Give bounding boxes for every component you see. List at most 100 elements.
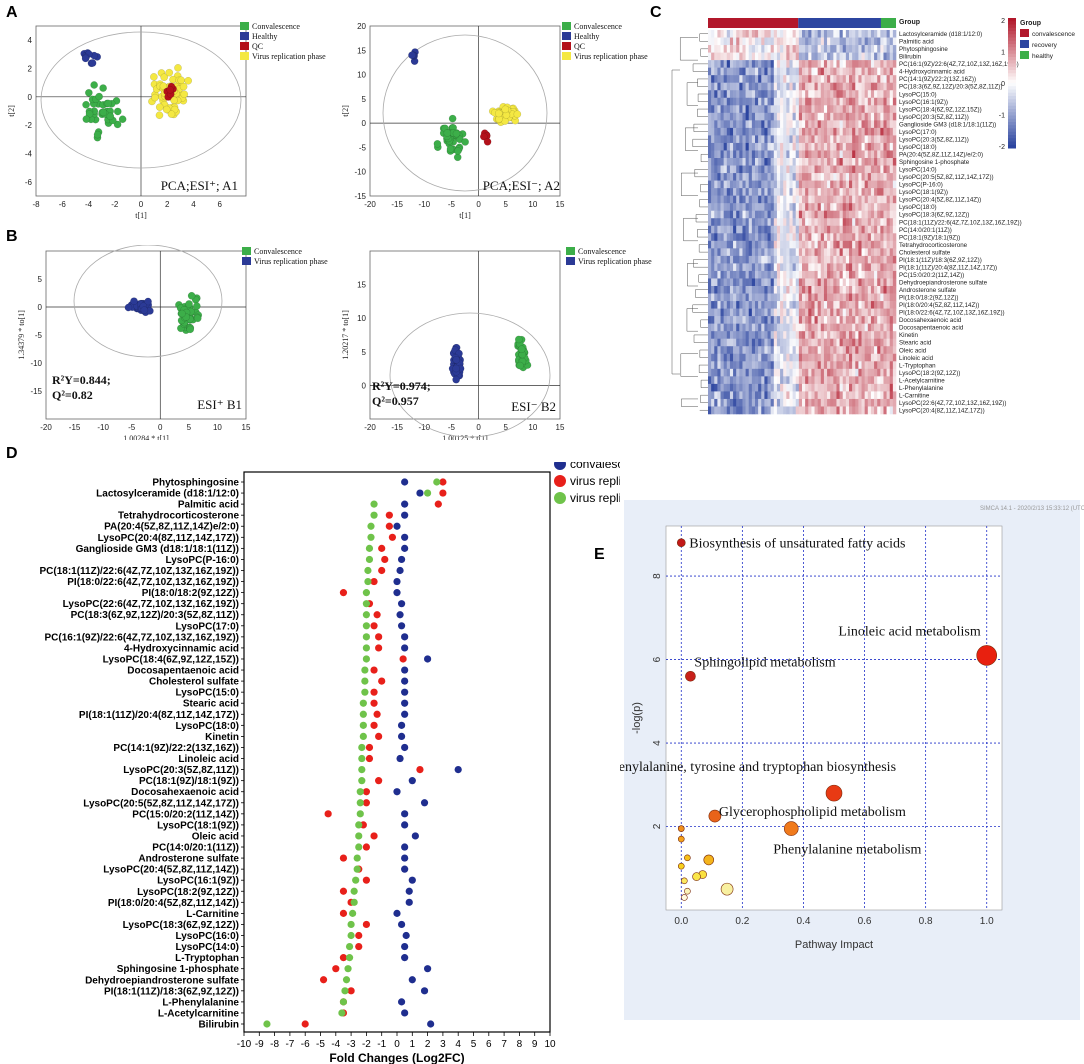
- heatmap-cell: [880, 90, 884, 99]
- heatmap-cell: [814, 120, 818, 129]
- heatmap-cell: [886, 353, 891, 362]
- heatmap-cell: [786, 218, 790, 227]
- heatmap-cell: [889, 368, 894, 377]
- legend-swatch: [242, 257, 251, 265]
- heatmap-cell: [849, 165, 853, 174]
- heatmap-cell: [836, 67, 840, 76]
- x-tick-label: 1.0: [980, 916, 994, 927]
- heatmap-cell: [827, 112, 831, 121]
- heatmap-cell: [886, 30, 891, 38]
- heatmap-cell: [733, 406, 737, 415]
- heatmap-cell: [726, 82, 731, 91]
- y-tick-label: 10: [357, 71, 366, 80]
- heatmap-cell: [767, 376, 771, 385]
- category-label: Kinetin: [205, 732, 239, 743]
- heatmap-cell: [814, 127, 818, 136]
- data-point: [85, 89, 93, 97]
- heatmap-cell: [733, 210, 737, 219]
- heatmap-cell: [776, 353, 781, 362]
- heatmap-cell: [808, 286, 812, 294]
- x-tick-label: 10: [544, 1039, 556, 1050]
- heatmap-cell: [773, 278, 778, 287]
- heatmap-cell: [886, 67, 891, 76]
- heatmap-cell: [827, 180, 831, 189]
- heatmap-cell: [892, 90, 897, 99]
- category-label: Lactosylceramide (d18:1/12:0): [96, 489, 239, 500]
- heatmap-cell: [880, 45, 884, 53]
- heatmap-cell: [874, 286, 878, 294]
- heatmap-cell: [748, 240, 753, 249]
- heatmap-cell: [786, 203, 790, 212]
- heatmap-cell: [842, 173, 847, 181]
- heatmap-cell: [798, 270, 803, 279]
- heatmap-cell: [811, 52, 815, 61]
- heatmap-cell: [776, 75, 781, 84]
- heatmap-cell: [792, 406, 797, 415]
- heatmap-cell: [849, 52, 853, 61]
- data-point: [480, 132, 488, 141]
- heatmap-cell: [855, 218, 859, 227]
- heatmap-cell: [720, 120, 724, 129]
- heatmap-cell: [852, 210, 856, 219]
- heatmap-cell: [814, 376, 818, 385]
- heatmap-cell: [802, 368, 806, 377]
- heatmap-cell: [836, 248, 840, 257]
- heatmap-cell: [739, 60, 743, 68]
- heatmap-cell: [798, 195, 803, 204]
- heatmap-cell: [758, 391, 762, 400]
- heatmap-cell: [892, 203, 897, 212]
- heatmap-cell: [839, 97, 844, 106]
- heatmap-cell: [861, 203, 865, 212]
- heatmap-cell: [711, 37, 715, 46]
- heatmap-cell: [776, 278, 781, 287]
- heatmap-cell: [761, 188, 765, 196]
- color-scale-tick: 1: [1001, 50, 1005, 57]
- fold-change-point: [361, 688, 369, 696]
- heatmap-cell: [758, 218, 762, 227]
- y-axis-label: -log(p): [631, 702, 643, 734]
- heatmap-cell: [789, 293, 793, 302]
- heatmap-cell: [789, 67, 793, 76]
- heatmap-cell: [886, 142, 891, 151]
- heatmap-cell: [880, 210, 884, 219]
- heatmap-cell: [723, 240, 728, 249]
- heatmap-cell: [833, 263, 837, 272]
- heatmap-cell: [858, 368, 862, 377]
- heatmap-cell: [761, 248, 765, 257]
- heatmap-cell: [839, 82, 844, 91]
- heatmap-cell: [729, 346, 734, 355]
- heatmap-cell: [892, 150, 897, 159]
- group-bar-segment: [708, 18, 799, 28]
- pathway-point: [825, 784, 843, 802]
- heatmap-cell: [805, 120, 809, 129]
- heatmap-cell: [783, 331, 787, 340]
- heatmap-cell: [886, 301, 891, 309]
- fold-change-point: [339, 854, 348, 862]
- heatmap-cell: [717, 338, 721, 347]
- heatmap-cell: [808, 180, 812, 189]
- heatmap-cell: [880, 316, 884, 324]
- heatmap-cell: [852, 353, 856, 362]
- heatmap-cell: [711, 316, 715, 324]
- color-scale-step: [1008, 24, 1016, 29]
- heatmap-cell: [792, 173, 797, 181]
- heatmap-cell: [755, 255, 759, 264]
- heatmap-cell: [736, 398, 740, 407]
- heatmap-cell: [739, 368, 743, 377]
- fold-change-point: [362, 600, 370, 608]
- heatmap-cell: [708, 203, 712, 212]
- heatmap-cell: [764, 383, 768, 392]
- heatmap-cell: [742, 308, 746, 317]
- heatmap-cell: [805, 112, 809, 121]
- heatmap-cell: [820, 180, 825, 189]
- heatmap-cell: [708, 82, 712, 91]
- heatmap-cell: [864, 142, 869, 151]
- heatmap-cell: [877, 308, 881, 317]
- heatmap-cell: [883, 75, 887, 84]
- heatmap-cell: [798, 286, 803, 294]
- heatmap-cell: [864, 218, 869, 227]
- heatmap-cell: [789, 97, 793, 106]
- heatmap-cell: [867, 142, 872, 151]
- heatmap-cell: [823, 195, 828, 204]
- heatmap-cell: [839, 127, 844, 136]
